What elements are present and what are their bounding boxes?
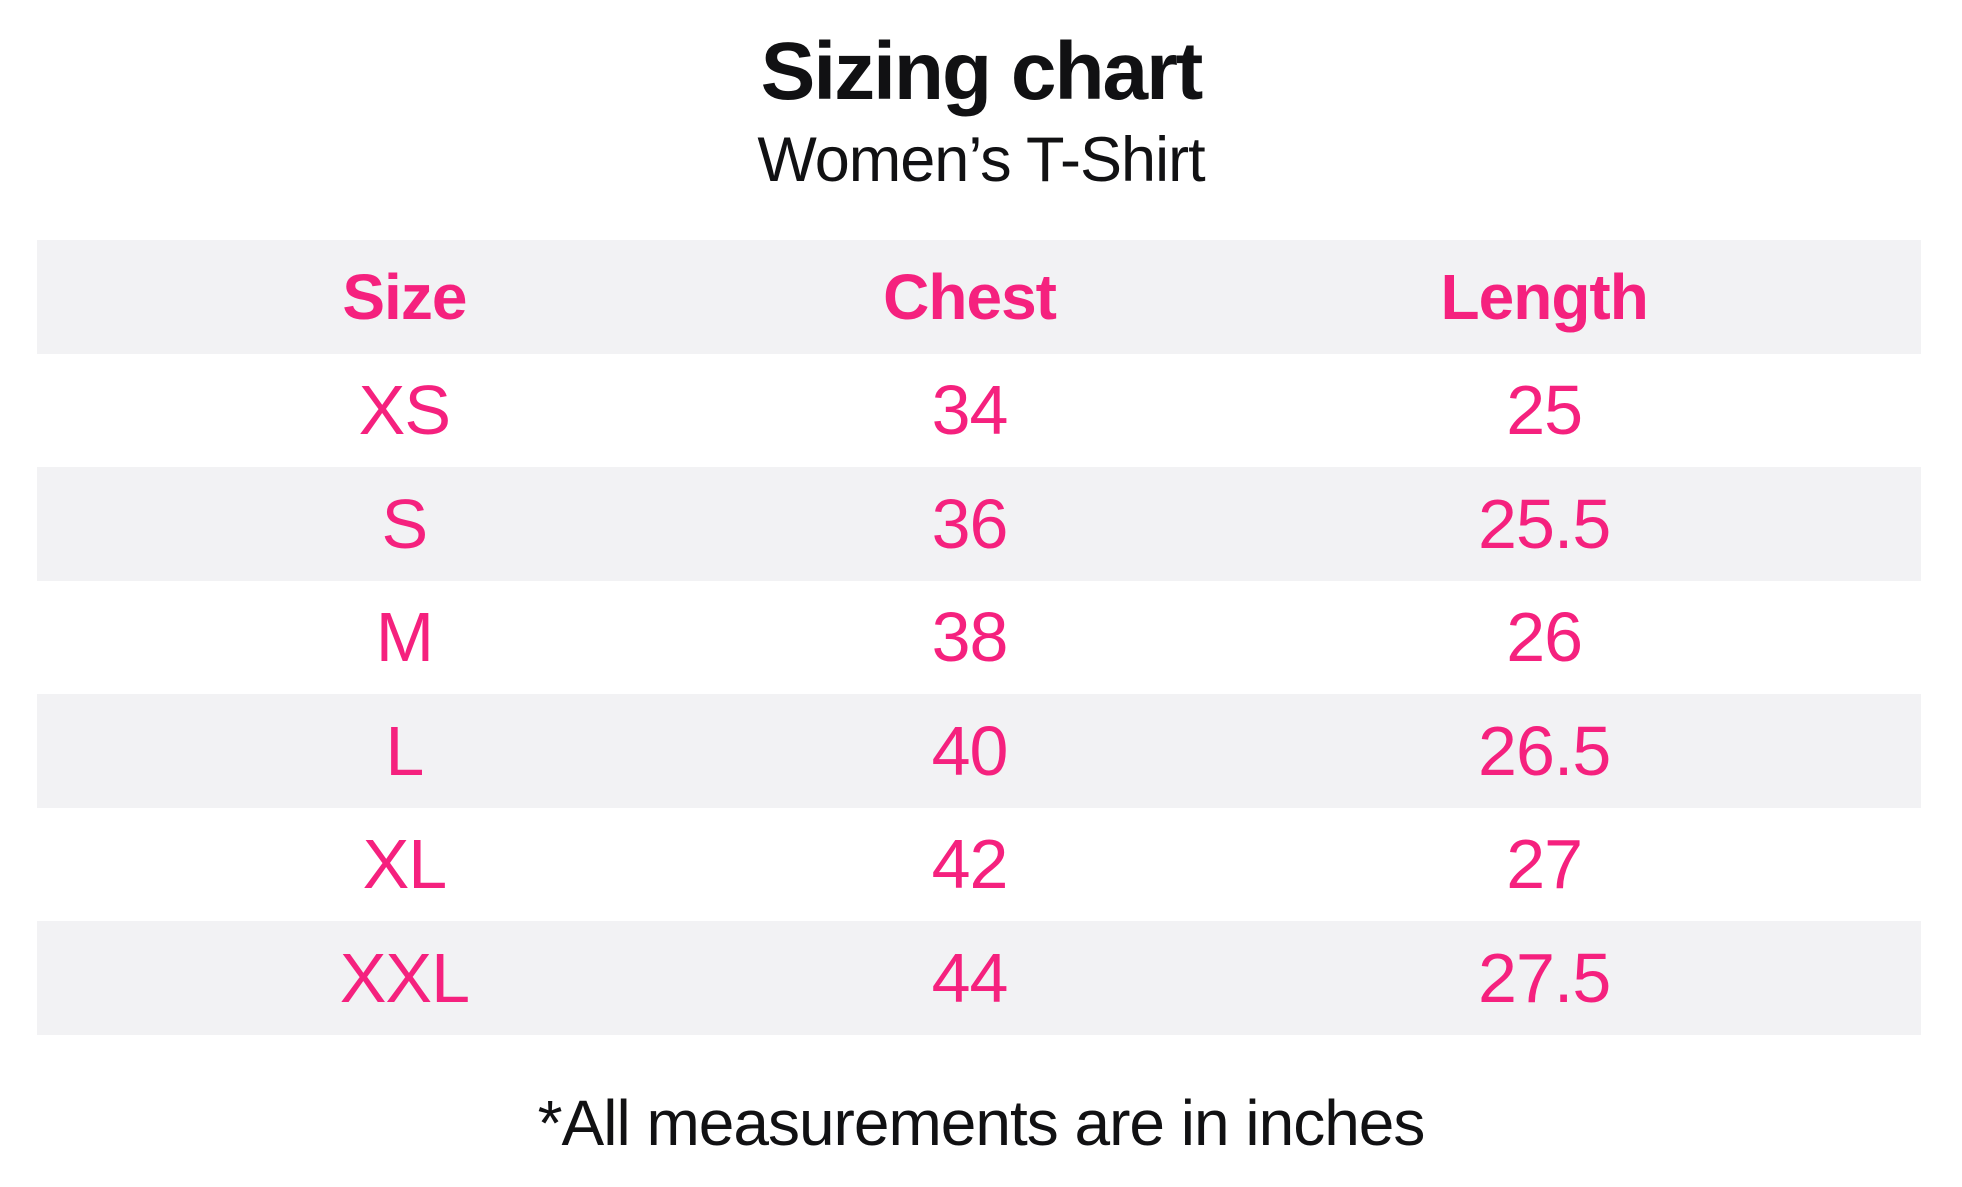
cell-length: 27	[1506, 825, 1583, 904]
footnote: *All measurements are in inches	[537, 1087, 1426, 1159]
sizing-table: Size Chest Length XS 34 25 S 36 25.5 M 3…	[37, 240, 1921, 1035]
page-title: Sizing chart	[760, 26, 1204, 117]
cell-length: 27.5	[1478, 938, 1611, 1017]
header-cell-chest: Chest	[883, 260, 1057, 333]
cell-length: 25.5	[1478, 484, 1611, 563]
cell-chest: 36	[931, 484, 1009, 563]
table-row: XS 34 25	[37, 353, 1921, 467]
table-row: L 40 26.5	[37, 694, 1921, 808]
cell-chest: 38	[931, 598, 1009, 677]
table-row: XXL 44 27.5	[37, 921, 1921, 1035]
cell-size: XS	[358, 371, 451, 450]
cell-chest: 34	[931, 371, 1009, 450]
cell-chest: 40	[931, 711, 1009, 790]
cell-length: 26.5	[1478, 711, 1611, 790]
cell-length: 26	[1506, 598, 1583, 677]
header-cell-size: Size	[342, 260, 467, 333]
cell-size: L	[385, 711, 424, 790]
page-subtitle: Women’s T-Shirt	[757, 125, 1205, 196]
table-header-row: Size Chest Length	[37, 240, 1921, 354]
cell-length: 25	[1506, 371, 1583, 450]
cell-chest: 42	[931, 825, 1009, 904]
page-header: Sizing chart Women’s T-Shirt	[0, 22, 1962, 195]
header-cell-length: Length	[1440, 260, 1649, 333]
table-row: S 36 25.5	[37, 467, 1921, 581]
table-row: M 38 26	[37, 580, 1921, 694]
cell-size: S	[381, 484, 429, 563]
cell-size: XL	[362, 825, 448, 904]
cell-size: M	[375, 598, 434, 677]
table-row: XL 42 27	[37, 807, 1921, 921]
cell-chest: 44	[931, 938, 1009, 1017]
cell-size: XXL	[339, 938, 470, 1017]
